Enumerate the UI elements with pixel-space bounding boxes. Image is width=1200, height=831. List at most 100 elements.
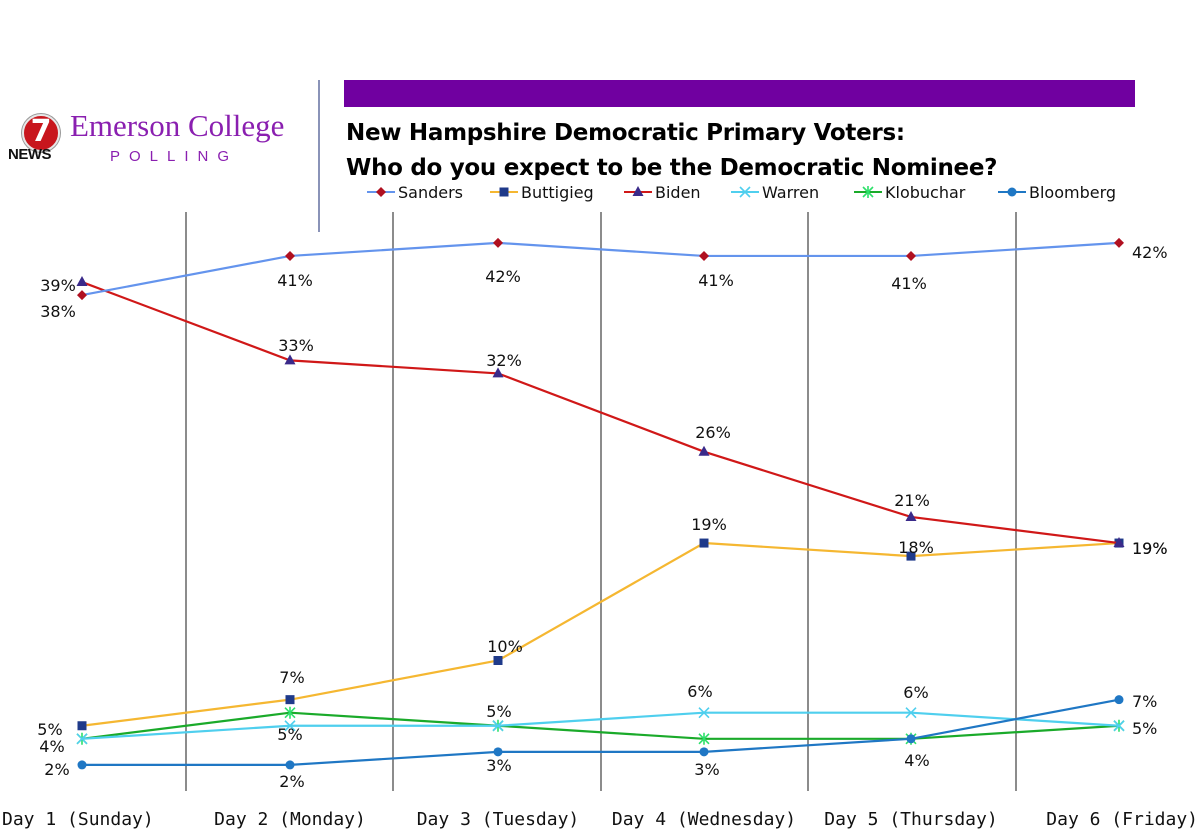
- point-warren-2: [284, 720, 296, 732]
- series-line-biden: [81, 281, 1120, 545]
- point-bloomberg-4: [699, 747, 709, 757]
- point-sanders-3: [493, 237, 503, 248]
- x-axis-label-6: Day 6 (Friday): [1046, 809, 1198, 830]
- data-label-bloomberg-3: 3%: [486, 756, 511, 775]
- legend-label-sanders: Sanders: [398, 183, 463, 202]
- x-axis-label-4: Day 4 (Wednesday): [612, 809, 796, 830]
- data-label-warren-1: 4%: [39, 737, 64, 756]
- data-label-warren-2: 5%: [277, 725, 302, 744]
- legend-marker-klobuchar: [862, 186, 874, 198]
- legend-item-buttigieg: Buttigieg: [490, 183, 594, 202]
- data-label-warren-3: 5%: [486, 702, 511, 721]
- series-line-bloomberg: [82, 698, 1120, 767]
- point-klobuchar-2: [284, 706, 296, 719]
- x-axis-label-1: Day 1 (Sunday): [2, 809, 154, 830]
- data-label-buttigieg-3: 10%: [487, 637, 523, 656]
- station-number: 7: [30, 114, 52, 149]
- data-label-buttigieg-5: 18%: [898, 538, 934, 557]
- data-label-buttigieg-4: 19%: [691, 515, 727, 534]
- point-warren-3: [492, 720, 504, 732]
- series-line-sanders: [81, 241, 1120, 297]
- data-label-sanders-1: 38%: [40, 302, 76, 321]
- legend-item-biden: Biden: [624, 183, 701, 202]
- data-label-biden-2: 33%: [278, 336, 314, 355]
- legend-item-bloomberg: Bloomberg: [998, 183, 1116, 202]
- point-bloomberg-2: [285, 760, 295, 770]
- point-warren-6: [1113, 720, 1125, 732]
- series-line-buttigieg: [81, 541, 1120, 727]
- data-label-biden-3: 32%: [486, 351, 522, 370]
- chart-title-line2: Who do you expect to be the Democratic N…: [346, 155, 998, 181]
- point-bloomberg-6: [1114, 695, 1124, 705]
- point-biden-3: [492, 367, 504, 378]
- logo-divider: [318, 80, 320, 232]
- point-warren-4: [698, 707, 710, 719]
- point-sanders-6: [1114, 237, 1124, 248]
- data-label-sanders-5: 41%: [891, 274, 927, 293]
- point-biden-2: [284, 354, 296, 365]
- legend-item-warren: Warren: [731, 183, 819, 202]
- point-buttigieg-4: [699, 538, 709, 548]
- x-axis-label-5: Day 5 (Thursday): [824, 809, 997, 830]
- legend-label-warren: Warren: [762, 183, 819, 202]
- point-biden-4: [698, 445, 710, 456]
- legend-label-klobuchar: Klobuchar: [885, 183, 966, 202]
- chart-title: New Hampshire Democratic Primary Voters:…: [346, 116, 997, 186]
- data-label-warren-6: 5%: [1132, 719, 1157, 738]
- legend-marker-biden: [632, 186, 644, 196]
- point-sanders-2: [285, 250, 295, 261]
- series-line-warren: [81, 711, 1120, 740]
- station-news-label: NEWS: [8, 146, 52, 163]
- point-biden-1: [76, 276, 88, 287]
- data-label-warren-5: 6%: [903, 683, 928, 702]
- legend-marker-buttigieg: [499, 187, 509, 197]
- data-label-bloomberg-5: 4%: [904, 751, 929, 770]
- point-bloomberg-3: [493, 747, 503, 757]
- legend-item-klobuchar: Klobuchar: [854, 183, 966, 202]
- brand-name: Emerson College: [70, 108, 285, 143]
- point-bloomberg-5: [906, 734, 916, 744]
- legend-label-buttigieg: Buttigieg: [521, 183, 594, 202]
- data-label-buttigieg-1: 5%: [37, 720, 62, 739]
- data-label-sanders-6: 42%: [1132, 243, 1168, 262]
- data-label-bloomberg-1: 2%: [44, 760, 69, 779]
- legend-label-bloomberg: Bloomberg: [1029, 183, 1116, 202]
- point-klobuchar-4: [698, 732, 710, 745]
- series-bloomberg: [77, 695, 1124, 770]
- data-label-bloomberg-6: 7%: [1132, 692, 1157, 711]
- point-warren-1: [76, 733, 88, 745]
- data-label-buttigieg-2: 7%: [279, 668, 304, 687]
- data-label-buttigieg-6: 19%: [1132, 539, 1168, 558]
- data-label-biden-4: 26%: [695, 423, 731, 442]
- point-biden-5: [905, 510, 917, 521]
- data-label-warren-4: 6%: [687, 682, 712, 701]
- point-warren-5: [905, 707, 917, 719]
- station-seven-icon: 7: [22, 114, 60, 152]
- data-label-biden-1: 39%: [40, 276, 76, 295]
- data-label-bloomberg-4: 3%: [694, 760, 719, 779]
- point-buttigieg-1: [77, 721, 87, 731]
- point-sanders-4: [699, 250, 709, 261]
- series-line-klobuchar: [81, 711, 1120, 740]
- data-label-sanders-3: 42%: [485, 267, 521, 286]
- legend-item-sanders: Sanders: [367, 183, 463, 202]
- point-buttigieg-5: [906, 551, 916, 561]
- series-warren: [76, 707, 1125, 745]
- data-label-bloomberg-2: 2%: [279, 772, 304, 791]
- point-buttigieg-3: [493, 656, 503, 665]
- chart-title-line1: New Hampshire Democratic Primary Voters:: [346, 120, 905, 146]
- point-biden-6: [1113, 537, 1125, 548]
- point-bloomberg-1: [77, 760, 87, 770]
- x-axis-label-2: Day 2 (Monday): [214, 809, 366, 830]
- data-label-biden-5: 21%: [894, 491, 930, 510]
- title-banner: [344, 80, 1135, 107]
- data-label-sanders-4: 41%: [698, 271, 734, 290]
- series-sanders: [77, 237, 1124, 301]
- legend-marker-bloomberg: [1007, 187, 1017, 197]
- legend-label-biden: Biden: [655, 183, 701, 202]
- logo: 7 NEWS Emerson College POLLING: [8, 108, 318, 178]
- brand-subtitle: POLLING: [110, 148, 239, 165]
- data-label-sanders-2: 41%: [277, 271, 313, 290]
- legend-marker-sanders: [376, 187, 386, 197]
